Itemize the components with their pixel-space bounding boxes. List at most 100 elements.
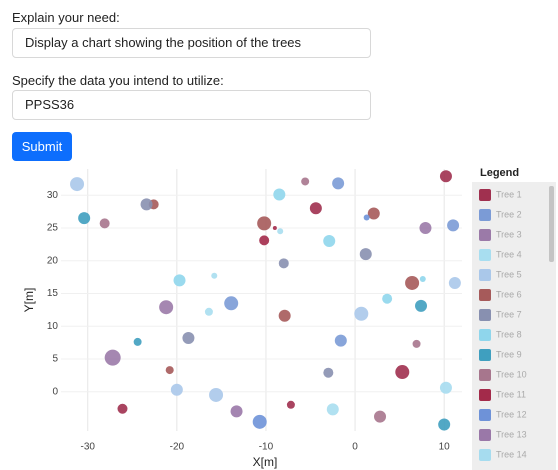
legend-box <box>472 182 556 470</box>
legend-label: Tree 8 <box>496 329 522 339</box>
y-axis-label: Y[m] <box>22 288 36 313</box>
x-tick-label: -30 <box>81 442 96 453</box>
scrollbar[interactable] <box>549 186 554 262</box>
need-label: Explain your need: <box>12 10 120 25</box>
point <box>419 221 432 234</box>
legend-swatch <box>479 269 491 281</box>
x-tick-label: 0 <box>352 442 358 453</box>
point <box>230 405 243 418</box>
point <box>415 299 428 312</box>
legend-swatch <box>479 289 491 301</box>
legend-swatch <box>479 429 491 441</box>
point <box>286 400 295 409</box>
legend-label: Tree 3 <box>496 229 522 239</box>
y-tick-label: 5 <box>52 354 58 365</box>
x-tick-label: -20 <box>170 442 185 453</box>
point <box>70 177 85 192</box>
legend-label: Tree 4 <box>496 249 522 259</box>
point <box>99 218 110 229</box>
need-input[interactable]: Display a chart showing the position of … <box>12 28 371 58</box>
point <box>326 403 339 416</box>
point <box>170 383 183 396</box>
submit-button[interactable]: Submit <box>12 132 72 161</box>
point <box>323 235 336 248</box>
legend-swatch <box>479 409 491 421</box>
point <box>173 274 186 287</box>
legend-label: Tree 6 <box>496 289 522 299</box>
point <box>211 272 218 279</box>
point <box>382 293 393 304</box>
point <box>257 216 272 231</box>
legend-swatch <box>479 209 491 221</box>
point <box>252 414 267 429</box>
data-input[interactable]: PPSS36 <box>12 90 371 120</box>
point <box>374 410 387 423</box>
legend-swatch <box>479 369 491 381</box>
data-label: Specify the data you intend to utilize: <box>12 73 224 88</box>
point <box>363 214 370 221</box>
legend-label: Tree 2 <box>496 209 522 219</box>
point <box>367 207 380 220</box>
legend-swatch <box>479 449 491 461</box>
point <box>117 403 128 414</box>
legend-swatch <box>479 329 491 341</box>
point <box>272 225 277 230</box>
point <box>354 306 369 321</box>
point <box>334 334 347 347</box>
point <box>439 170 452 183</box>
y-tick-label: 0 <box>52 386 58 397</box>
x-axis-label: X[m] <box>253 455 278 469</box>
legend-label: Tree 13 <box>496 429 527 439</box>
point <box>447 219 460 232</box>
point <box>359 248 372 261</box>
x-tick-label: 10 <box>439 442 451 453</box>
point <box>277 228 284 235</box>
point <box>273 188 286 201</box>
legend-swatch <box>479 249 491 261</box>
point <box>323 367 334 378</box>
legend-title: Legend <box>480 167 519 179</box>
point <box>412 339 421 348</box>
point <box>439 381 452 394</box>
legend-swatch <box>479 229 491 241</box>
point <box>140 198 153 211</box>
legend-swatch <box>479 189 491 201</box>
point <box>104 349 121 366</box>
point <box>332 177 345 190</box>
y-tick-label: 25 <box>47 223 59 234</box>
legend-swatch <box>479 349 491 361</box>
point <box>259 235 270 246</box>
point <box>438 418 451 431</box>
point <box>182 331 195 344</box>
point <box>159 300 174 315</box>
point <box>165 366 174 375</box>
legend-label: Tree 14 <box>496 449 527 459</box>
point <box>395 365 410 380</box>
point <box>78 212 91 225</box>
legend-label: Tree 1 <box>496 189 522 199</box>
point <box>301 177 310 186</box>
point <box>278 258 289 269</box>
point <box>204 307 213 316</box>
point <box>448 276 461 289</box>
legend-swatch <box>479 389 491 401</box>
y-tick-label: 30 <box>47 190 59 201</box>
legend-swatch <box>479 309 491 321</box>
point <box>405 275 420 290</box>
legend-label: Tree 7 <box>496 309 522 319</box>
y-tick-label: 15 <box>47 288 59 299</box>
y-tick-label: 20 <box>47 255 59 266</box>
legend-label: Tree 11 <box>496 389 526 399</box>
point <box>419 276 426 283</box>
point <box>209 387 224 402</box>
legend-label: Tree 12 <box>496 409 527 419</box>
point <box>224 296 239 311</box>
x-tick-label: -10 <box>259 442 274 453</box>
point <box>278 309 291 322</box>
point <box>309 202 322 215</box>
point <box>133 337 142 346</box>
legend-label: Tree 9 <box>496 349 522 359</box>
legend-label: Tree 5 <box>496 269 522 279</box>
